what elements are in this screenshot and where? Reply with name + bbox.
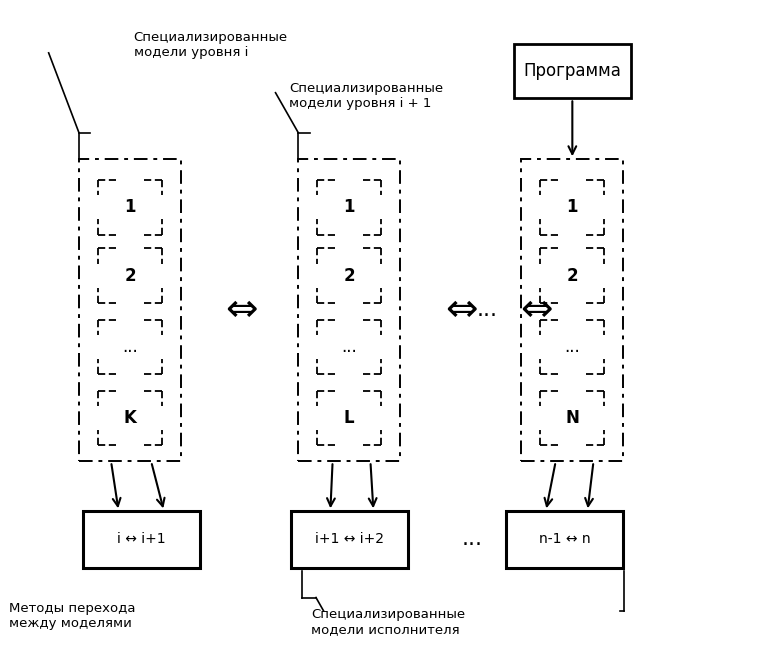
Bar: [514, 44, 631, 98]
Text: n-1 ↔ n: n-1 ↔ n: [539, 532, 591, 546]
Text: Специализированные
модели уровня i: Специализированные модели уровня i: [134, 31, 288, 59]
Text: ...: ...: [477, 300, 497, 320]
Text: Методы перехода
между моделями: Методы перехода между моделями: [9, 602, 135, 630]
Text: 1: 1: [344, 198, 355, 216]
Text: Специализированные
модели уровня i + 1: Специализированные модели уровня i + 1: [288, 82, 443, 109]
Text: 2: 2: [124, 267, 136, 285]
Text: Специализированные
модели исполнителя: Специализированные модели исполнителя: [311, 608, 465, 636]
Text: 2: 2: [566, 267, 578, 285]
Text: ⇔: ⇔: [520, 291, 553, 329]
Text: 2: 2: [343, 267, 355, 285]
Text: N: N: [565, 409, 579, 427]
Text: K: K: [124, 409, 137, 427]
Text: i+1 ↔ i+2: i+1 ↔ i+2: [315, 532, 384, 546]
Text: 1: 1: [124, 198, 136, 216]
Text: ...: ...: [462, 530, 483, 550]
Bar: [83, 511, 200, 568]
Text: i ↔ i+1: i ↔ i+1: [117, 532, 165, 546]
Bar: [298, 159, 400, 462]
Bar: [291, 511, 408, 568]
Text: ⇔: ⇔: [445, 291, 477, 329]
Text: ⇔: ⇔: [225, 291, 258, 329]
Bar: [506, 511, 623, 568]
Bar: [521, 159, 623, 462]
Text: ...: ...: [122, 338, 138, 356]
Text: ...: ...: [565, 338, 580, 356]
Text: Программа: Программа: [524, 62, 622, 80]
Text: 1: 1: [566, 198, 578, 216]
Text: L: L: [344, 409, 354, 427]
Text: ...: ...: [342, 338, 357, 356]
Bar: [79, 159, 181, 462]
